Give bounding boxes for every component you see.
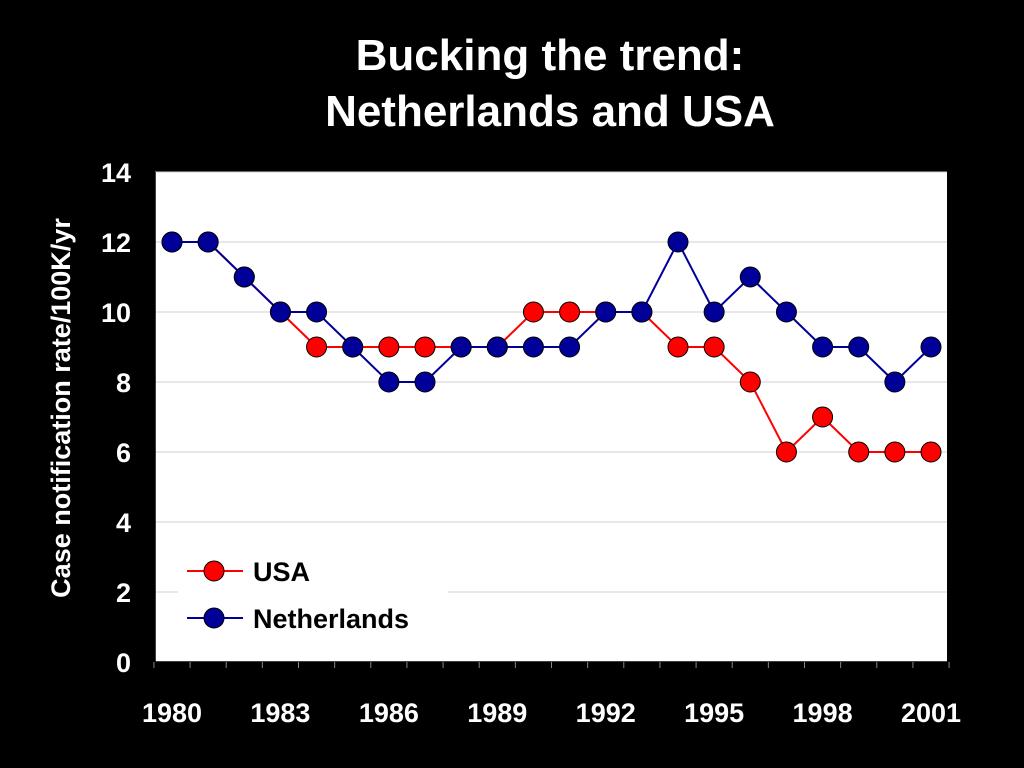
y-tick-label: 12 <box>101 228 131 258</box>
data-point-netherlands <box>269 301 291 323</box>
data-point-usa <box>884 441 906 463</box>
data-point-netherlands <box>342 336 364 358</box>
data-point-netherlands <box>631 301 653 323</box>
data-point-netherlands <box>233 266 255 288</box>
y-tick-label: 8 <box>116 368 131 398</box>
x-tick-label: 1983 <box>250 698 310 728</box>
data-point-netherlands <box>848 336 870 358</box>
data-point-netherlands <box>703 301 725 323</box>
x-tick-label: 1998 <box>793 698 853 728</box>
data-point-usa <box>306 336 328 358</box>
data-point-usa <box>703 336 725 358</box>
y-tick-label: 0 <box>116 648 131 678</box>
data-point-usa <box>739 371 761 393</box>
legend-marker-usa <box>203 560 225 582</box>
data-point-netherlands <box>884 371 906 393</box>
data-point-netherlands <box>920 336 942 358</box>
data-point-usa <box>667 336 689 358</box>
title-line-1: Bucking the trend: <box>355 31 745 80</box>
x-tick-label: 1980 <box>142 698 202 728</box>
data-point-usa <box>775 441 797 463</box>
y-tick-label: 14 <box>101 158 131 188</box>
x-tick-label: 2001 <box>901 698 961 728</box>
legend-label: Netherlands <box>253 604 409 634</box>
y-tick-label: 10 <box>101 298 131 328</box>
legend-label: USA <box>253 557 310 587</box>
legend-marker-netherlands <box>203 607 225 629</box>
y-tick-label: 2 <box>116 578 131 608</box>
x-tick-label: 1989 <box>467 698 527 728</box>
data-point-usa <box>522 301 544 323</box>
x-tick-label: 1986 <box>359 698 419 728</box>
data-point-usa <box>559 301 581 323</box>
data-point-netherlands <box>522 336 544 358</box>
data-point-netherlands <box>739 266 761 288</box>
data-point-netherlands <box>450 336 472 358</box>
data-point-usa <box>378 336 400 358</box>
data-point-netherlands <box>667 231 689 253</box>
data-point-netherlands <box>378 371 400 393</box>
data-point-usa <box>812 406 834 428</box>
data-point-netherlands <box>775 301 797 323</box>
data-point-netherlands <box>486 336 508 358</box>
series-line-netherlands <box>172 239 932 384</box>
data-point-usa <box>414 336 436 358</box>
data-point-netherlands <box>197 231 219 253</box>
data-point-netherlands <box>306 301 328 323</box>
data-point-usa <box>920 441 942 463</box>
y-axis-label: Case notification rate/100K/yr <box>46 218 76 598</box>
series-line-usa <box>172 241 931 454</box>
data-point-netherlands <box>812 336 834 358</box>
data-point-netherlands <box>595 301 617 323</box>
data-point-netherlands <box>414 371 436 393</box>
data-point-netherlands <box>161 231 183 253</box>
chart-title: Bucking the trend: Netherlands and USA <box>0 28 1024 140</box>
y-tick-label: 6 <box>116 438 131 468</box>
legend-box <box>178 548 448 643</box>
x-tick-label: 1995 <box>684 698 744 728</box>
data-point-netherlands <box>559 336 581 358</box>
data-point-usa <box>848 441 870 463</box>
y-tick-label: 4 <box>116 508 131 538</box>
x-tick-label: 1992 <box>576 698 636 728</box>
title-line-2: Netherlands and USA <box>325 87 775 136</box>
